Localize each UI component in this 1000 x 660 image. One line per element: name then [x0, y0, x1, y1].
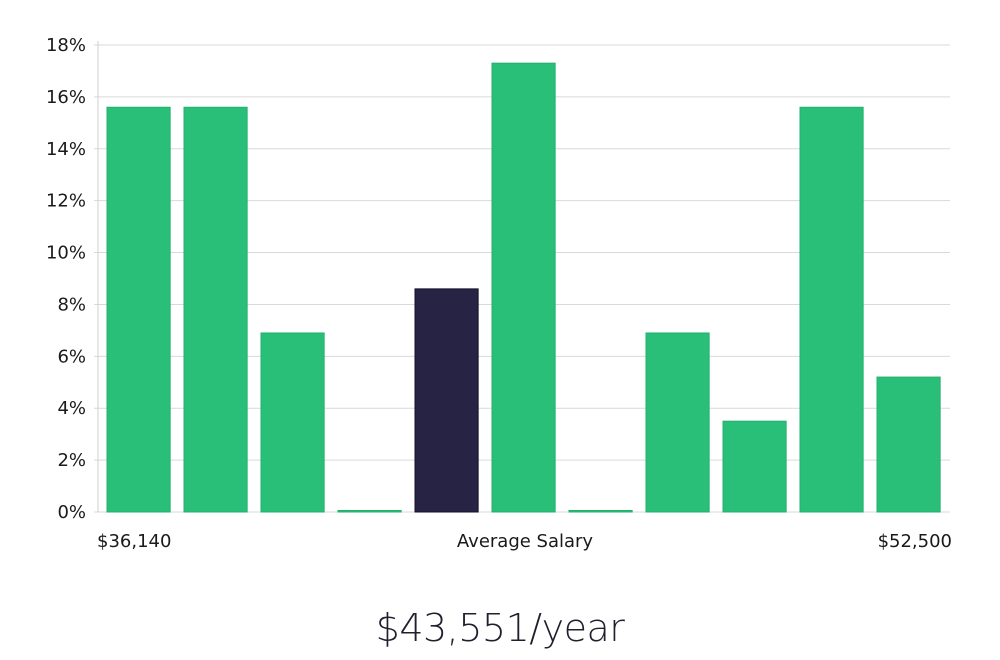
- bar: [491, 62, 556, 513]
- y-tick-label: 4%: [57, 398, 86, 419]
- y-axis: 0% 2% 4% 6% 8% 10% 12% 14% 16% 18%: [46, 35, 99, 523]
- bar: [799, 106, 864, 513]
- bar: [106, 106, 171, 513]
- bar: [876, 376, 941, 513]
- average-salary-value: $43,551/year: [375, 606, 625, 650]
- y-tick-label: 14%: [46, 139, 86, 160]
- y-tick-label: 8%: [57, 294, 86, 315]
- y-tick-label: 2%: [57, 450, 86, 471]
- y-tick-label: 12%: [46, 191, 86, 212]
- y-tick-label: 10%: [46, 243, 86, 264]
- bar: [183, 106, 248, 513]
- y-tick-label: 18%: [46, 35, 86, 56]
- bar: [260, 332, 325, 513]
- y-tick-label: 0%: [57, 502, 86, 523]
- bar: [568, 510, 633, 513]
- bar-average: [414, 288, 479, 513]
- y-tick-label: 6%: [57, 346, 86, 367]
- bar: [337, 510, 402, 513]
- bar: [645, 332, 710, 513]
- salary-distribution-chart: 0% 2% 4% 6% 8% 10% 12% 14% 16% 18% $36,140 Averag…: [46, 35, 952, 552]
- bar: [722, 420, 787, 513]
- y-tick-label: 16%: [46, 87, 86, 108]
- x-label-min: $36,140: [97, 531, 171, 552]
- x-label-max: $52,500: [878, 531, 952, 552]
- x-label-center: Average Salary: [457, 531, 594, 552]
- bars: [106, 62, 941, 513]
